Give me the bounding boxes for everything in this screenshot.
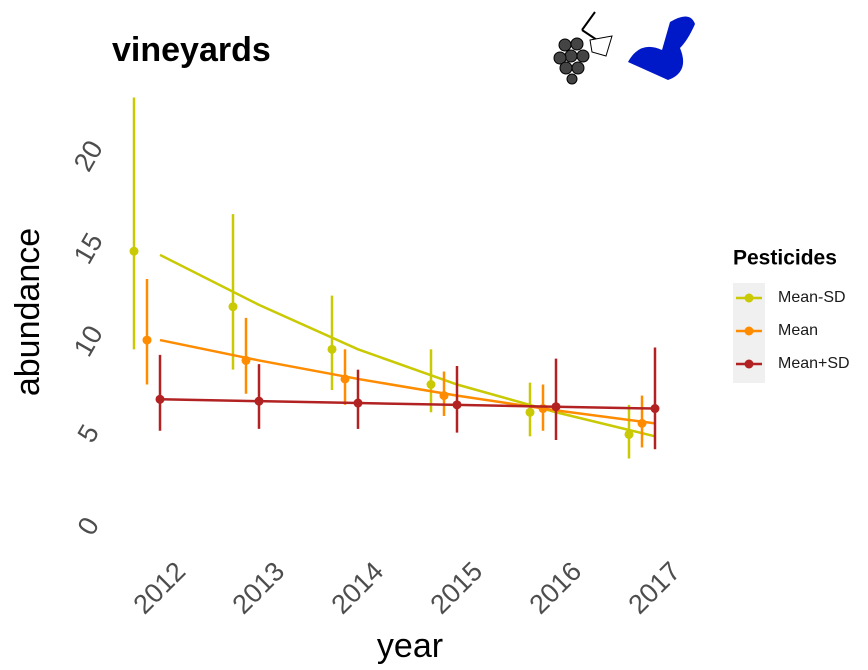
y-tick-label: 0 bbox=[72, 512, 105, 540]
point bbox=[254, 396, 264, 406]
fit-line bbox=[159, 253, 656, 438]
legend-key-point bbox=[744, 326, 754, 336]
y-tick-label: 20 bbox=[68, 135, 109, 176]
point bbox=[439, 391, 449, 401]
x-tick-label: 2014 bbox=[326, 556, 390, 620]
y-axis-title: abundance bbox=[9, 228, 47, 396]
point bbox=[228, 302, 238, 312]
legend-label: Mean bbox=[778, 322, 818, 339]
legend-label: Mean+SD bbox=[778, 355, 850, 372]
point bbox=[340, 374, 350, 384]
butterfly-icon bbox=[628, 16, 695, 80]
point bbox=[155, 394, 165, 404]
point bbox=[129, 246, 139, 256]
y-tick-label: 5 bbox=[72, 420, 105, 448]
legend-key-point bbox=[744, 359, 754, 369]
fit-line bbox=[159, 398, 656, 410]
legend-key-point bbox=[744, 293, 754, 303]
x-tick-label: 2013 bbox=[227, 556, 291, 620]
x-tick-label: 2017 bbox=[623, 556, 687, 620]
legend-title: Pesticides bbox=[733, 247, 837, 270]
x-tick-label: 2016 bbox=[524, 556, 588, 620]
point bbox=[551, 402, 561, 412]
point bbox=[452, 400, 462, 410]
point bbox=[426, 379, 436, 389]
point bbox=[624, 429, 634, 439]
point bbox=[327, 344, 337, 354]
legend-label: Mean-SD bbox=[778, 289, 846, 306]
point bbox=[241, 355, 251, 365]
x-axis-title: year bbox=[377, 627, 443, 665]
point bbox=[525, 407, 535, 417]
fit-line bbox=[159, 338, 656, 425]
y-tick-label: 10 bbox=[68, 320, 109, 361]
x-tick-label: 2012 bbox=[128, 556, 192, 620]
point bbox=[650, 404, 660, 414]
x-tick-label: 2015 bbox=[425, 556, 489, 620]
chart-title: vineyards bbox=[112, 31, 271, 69]
point bbox=[142, 335, 152, 345]
grapes-icon bbox=[553, 11, 613, 85]
point bbox=[353, 398, 363, 408]
y-tick-label: 15 bbox=[68, 228, 109, 269]
point bbox=[637, 418, 647, 428]
